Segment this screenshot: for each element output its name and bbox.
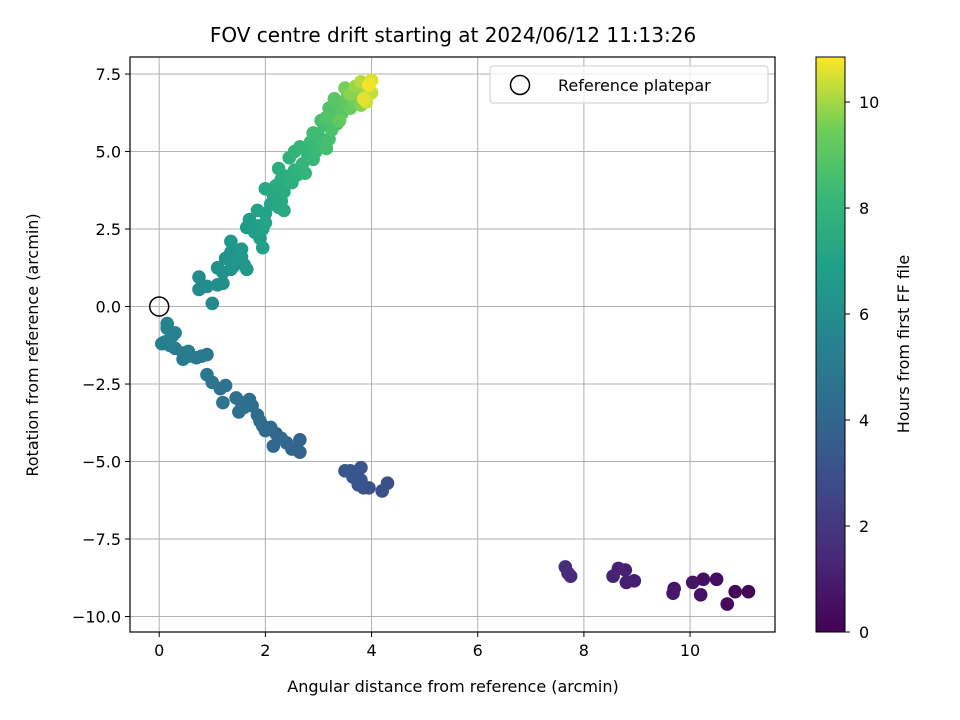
- plot-area: [130, 57, 775, 632]
- data-point: [619, 575, 634, 590]
- data-point: [298, 166, 312, 181]
- colorbar-ticks: 0 2 4 6 8 10: [845, 93, 879, 642]
- colorbar: [815, 56, 846, 633]
- data-point: [558, 560, 573, 574]
- data-point: [229, 391, 243, 405]
- data-point: [362, 78, 376, 92]
- data-point: [192, 270, 206, 284]
- data-point: [338, 464, 352, 478]
- colorbar-tick-label: 0: [859, 623, 869, 642]
- data-point: [224, 234, 238, 249]
- data-point: [332, 113, 347, 128]
- x-tick-label: 4: [366, 641, 376, 660]
- y-tick-label: 5.0: [96, 143, 121, 162]
- data-point: [239, 262, 254, 277]
- y-tick-label: 2.5: [96, 220, 121, 239]
- y-axis-ticks: −10.0 −7.5 −5.0 −2.5 0.0 2.5 5.0 7.5: [72, 65, 130, 627]
- x-tick-label: 0: [154, 641, 164, 660]
- data-point: [160, 316, 174, 331]
- data-point: [232, 405, 246, 419]
- legend-marker-icon: [509, 74, 531, 96]
- data-point: [319, 110, 334, 125]
- data-point: [375, 484, 389, 498]
- y-tick-label: −2.5: [82, 375, 121, 394]
- data-point: [354, 460, 368, 475]
- x-tick-label: 10: [680, 641, 700, 660]
- data-point: [258, 216, 273, 230]
- data-point: [277, 185, 291, 199]
- data-point: [696, 572, 711, 587]
- reference-marker-icon: [148, 296, 170, 317]
- data-point: [271, 161, 286, 176]
- colorbar-tick-label: 2: [859, 517, 869, 536]
- data-point: [205, 296, 220, 311]
- y-tick-label: 7.5: [96, 65, 121, 84]
- data-point: [234, 242, 249, 256]
- colorbar-tick-label: 10: [859, 93, 879, 112]
- data-point: [176, 352, 190, 367]
- y-tick-label: 0.0: [96, 298, 121, 317]
- data-point: [277, 203, 291, 218]
- data-point: [327, 92, 342, 106]
- data-point: [266, 439, 281, 453]
- data-point: [728, 584, 742, 599]
- y-tick-label: −10.0: [72, 608, 121, 627]
- data-point: [200, 279, 214, 294]
- colorbar-tick-label: 8: [859, 199, 869, 218]
- data-point: [293, 140, 307, 154]
- legend-box: [489, 65, 769, 104]
- x-tick-label: 8: [579, 641, 589, 660]
- data-point: [666, 586, 680, 601]
- plot-frame: [129, 56, 776, 633]
- colorbar-label: Hours from first FF file: [894, 255, 913, 434]
- data-point: [693, 588, 708, 602]
- legend-label: Reference platepar: [558, 76, 711, 95]
- data-point: [306, 126, 320, 140]
- data-point: [720, 597, 735, 611]
- data-point: [250, 203, 265, 218]
- data-point: [606, 569, 620, 584]
- y-tick-label: −5.0: [82, 453, 121, 472]
- data-point: [255, 240, 270, 255]
- data-point: [216, 276, 230, 291]
- data-point: [258, 181, 273, 196]
- x-axis-ticks: 0 2 4 6 8 10: [154, 632, 700, 660]
- x-axis-label: Angular distance from reference (arcmin): [287, 677, 618, 696]
- data-point: [165, 329, 180, 343]
- colorbar-tick-label: 6: [859, 305, 869, 324]
- y-axis-label: Rotation from reference (arcmin): [23, 213, 42, 476]
- data-point: [216, 395, 230, 410]
- data-point: [356, 92, 371, 106]
- data-point: [293, 433, 307, 447]
- data-point: [685, 575, 700, 590]
- chart-title: FOV centre drift starting at 2024/06/12 …: [210, 23, 696, 47]
- data-point: [200, 367, 214, 382]
- data-points: [155, 73, 756, 611]
- data-point: [709, 572, 724, 587]
- data-point: [741, 584, 756, 599]
- colorbar-tick-label: 4: [859, 411, 869, 430]
- x-tick-label: 6: [473, 641, 483, 660]
- legend: Reference platepar: [489, 65, 769, 104]
- x-tick-label: 2: [260, 641, 270, 660]
- reference-marker-group: [148, 296, 170, 317]
- y-tick-label: −7.5: [82, 530, 121, 549]
